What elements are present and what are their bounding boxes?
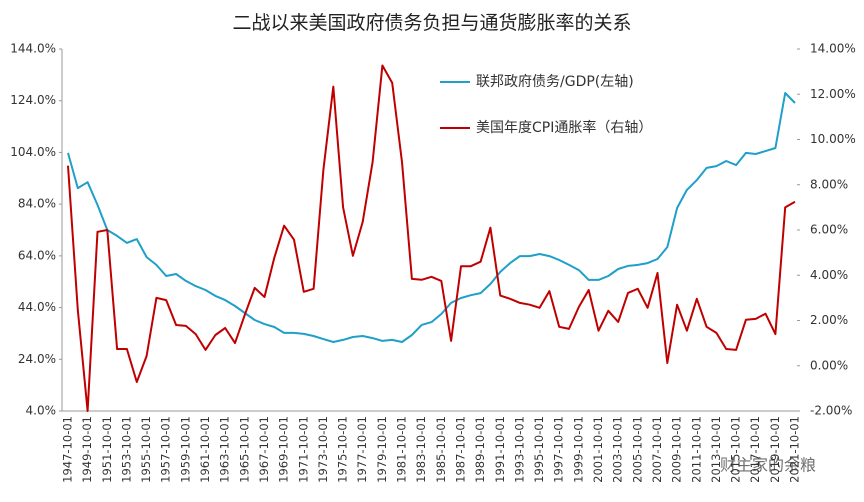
x-tick-label: 2009-10-01 bbox=[670, 416, 684, 483]
y-tick-label: 64.0% bbox=[18, 248, 56, 262]
y-tick-label: 24.0% bbox=[18, 352, 56, 366]
x-tick-label: 2011-10-01 bbox=[689, 416, 703, 483]
x-tick-label: 1975-10-01 bbox=[336, 416, 350, 483]
y2-tick-label: 6.00% bbox=[810, 223, 848, 237]
y-tick-label: 104.0% bbox=[10, 145, 56, 159]
y2-tick-label: 8.00% bbox=[810, 177, 848, 191]
x-tick-label: 1991-10-01 bbox=[493, 416, 507, 483]
x-tick-label: 1973-10-01 bbox=[316, 416, 330, 483]
x-tick-label: 1977-10-01 bbox=[355, 416, 369, 483]
series-line bbox=[67, 64, 796, 412]
x-tick-label: 1953-10-01 bbox=[119, 416, 133, 483]
x-tick-label: 2005-10-01 bbox=[630, 416, 644, 483]
watermark: 财主家的余粮 bbox=[720, 456, 816, 475]
y2-tick-label: 12.00% bbox=[810, 87, 856, 101]
legend-label: 美国年度CPI通胀率（右轴） bbox=[476, 119, 652, 136]
x-tick-label: 2017-10-01 bbox=[748, 416, 762, 483]
x-tick-label: 1969-10-01 bbox=[277, 416, 291, 483]
x-tick-label: 1999-10-01 bbox=[571, 416, 585, 483]
x-tick-label: 1997-10-01 bbox=[552, 416, 566, 483]
x-tick-label: 1995-10-01 bbox=[532, 416, 546, 483]
x-tick-label: 2015-10-01 bbox=[729, 416, 743, 483]
x-tick-label: 1989-10-01 bbox=[473, 416, 487, 483]
x-tick-label: 1955-10-01 bbox=[139, 416, 153, 483]
x-tick-label: 1959-10-01 bbox=[178, 416, 192, 483]
x-tick-label: 2001-10-01 bbox=[591, 416, 605, 483]
x-tick-label: 1961-10-01 bbox=[198, 416, 212, 483]
x-tick-label: 1983-10-01 bbox=[414, 416, 428, 483]
x-tick-label: 1985-10-01 bbox=[434, 416, 448, 483]
x-tick-label: 1967-10-01 bbox=[257, 416, 271, 483]
x-tick-label: 2021-10-01 bbox=[788, 416, 802, 483]
y2-tick-label: 2.00% bbox=[810, 313, 848, 327]
y2-tick-label: 4.00% bbox=[810, 268, 848, 282]
x-tick-label: 1963-10-01 bbox=[218, 416, 232, 483]
series-line bbox=[67, 92, 796, 343]
y-tick-label: 144.0% bbox=[10, 42, 56, 56]
y-tick-label: 124.0% bbox=[10, 93, 56, 107]
y2-tick-label: 0.00% bbox=[810, 358, 848, 372]
x-tick-label: 1965-10-01 bbox=[237, 416, 251, 483]
x-tick-label: 2003-10-01 bbox=[611, 416, 625, 483]
x-tick-label: 1993-10-01 bbox=[512, 416, 526, 483]
y2-tick-label: 14.00% bbox=[810, 42, 856, 56]
x-tick-label: 1957-10-01 bbox=[159, 416, 173, 483]
chart-title: 二战以来美国政府债务负担与通货膨胀率的关系 bbox=[232, 12, 631, 34]
x-tick-label: 2007-10-01 bbox=[650, 416, 664, 483]
y-tick-label: 84.0% bbox=[18, 197, 56, 211]
x-tick-label: 1947-10-01 bbox=[61, 416, 75, 483]
x-tick-label: 1987-10-01 bbox=[453, 416, 467, 483]
legend-label: 联邦政府债务/GDP(左轴) bbox=[476, 74, 634, 90]
x-tick-label: 1951-10-01 bbox=[100, 416, 114, 483]
y2-tick-label: -2.00% bbox=[810, 404, 852, 418]
x-tick-label: 2013-10-01 bbox=[709, 416, 723, 483]
x-tick-label: 1949-10-01 bbox=[80, 416, 94, 483]
x-tick-label: 2019-10-01 bbox=[768, 416, 782, 483]
y-tick-label: 44.0% bbox=[18, 300, 56, 314]
x-tick-label: 1979-10-01 bbox=[375, 416, 389, 483]
x-tick-label: 1971-10-01 bbox=[296, 416, 310, 483]
y-tick-label: 4.0% bbox=[26, 404, 57, 418]
x-tick-label: 1981-10-01 bbox=[395, 416, 409, 483]
y2-tick-label: 10.00% bbox=[810, 132, 856, 146]
